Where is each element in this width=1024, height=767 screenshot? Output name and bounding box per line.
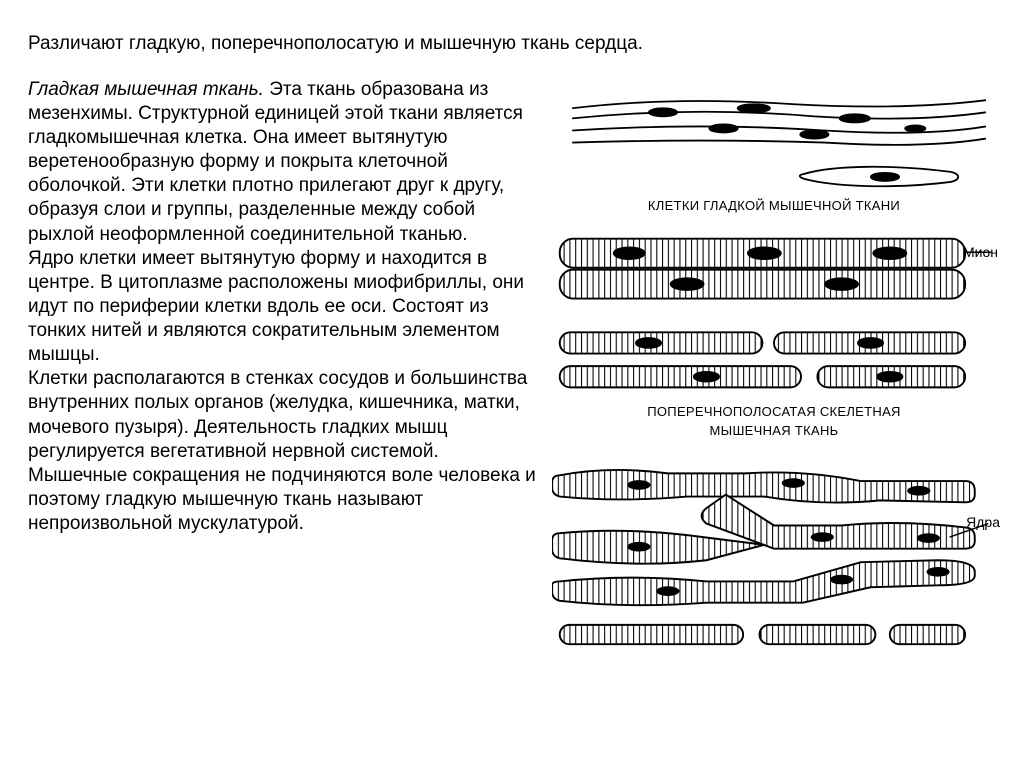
- cardiac-muscle-svg: [552, 456, 996, 649]
- skeletal-muscle-svg: [552, 231, 996, 395]
- figure-skeletal: Мион ПОПЕРЕЧНОПОЛОСАТАЯ СКЕЛЕТНАЯ МЫШЕЧН…: [552, 231, 996, 448]
- figure-cardiac: Ядра: [552, 456, 996, 654]
- caption-skeletal-1: ПОПЕРЕЧНОПОЛОСАТАЯ СКЕЛЕТНАЯ: [552, 404, 996, 419]
- body-text: Эта ткань образована из мезенхимы. Струк…: [28, 79, 536, 534]
- label-mion: Мион: [963, 244, 998, 260]
- content-row: Гладкая мышечная ткань. Эта ткань образо…: [28, 78, 996, 662]
- caption-skeletal-2: МЫШЕЧНАЯ ТКАНЬ: [552, 423, 996, 438]
- text-column: Гладкая мышечная ткань. Эта ткань образо…: [28, 78, 538, 662]
- figure-column: КЛЕТКИ ГЛАДКОЙ МЫШЕЧНОЙ ТКАНИ: [552, 78, 996, 662]
- label-nuclei: Ядра: [966, 514, 1000, 530]
- smooth-muscle-svg: [552, 78, 996, 189]
- figure-smooth: КЛЕТКИ ГЛАДКОЙ МЫШЕЧНОЙ ТКАНИ: [552, 78, 996, 223]
- caption-smooth: КЛЕТКИ ГЛАДКОЙ МЫШЕЧНОЙ ТКАНИ: [552, 198, 996, 213]
- intro-text: Различают гладкую, поперечнополосатую и …: [28, 32, 996, 56]
- subtitle: Гладкая мышечная ткань.: [28, 79, 264, 100]
